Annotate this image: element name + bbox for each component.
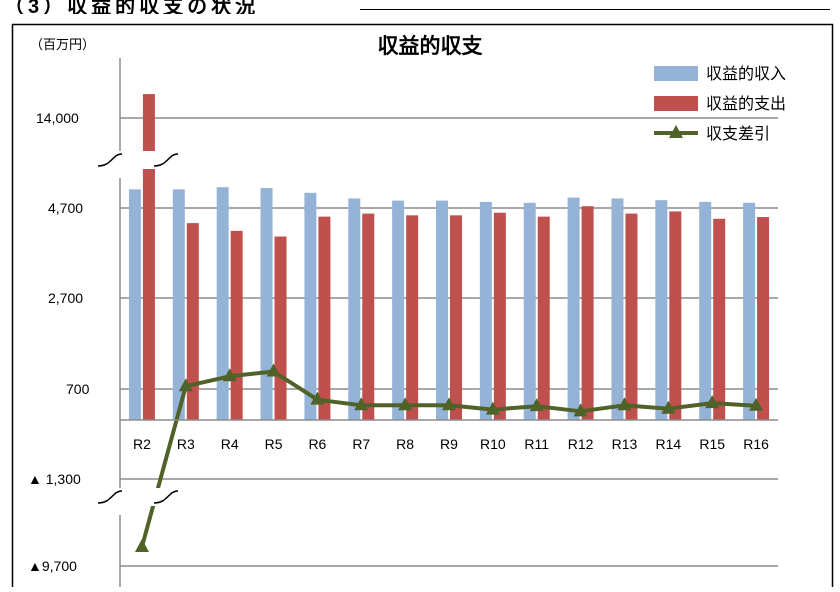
bar-income-R15 — [699, 201, 712, 420]
legend-label-2: 収支差引 — [706, 125, 770, 143]
line-marker-R10 — [485, 401, 500, 415]
bar-expense-R14 — [669, 211, 682, 420]
bar-expense-R2 — [142, 94, 155, 420]
line-marker-R6 — [310, 391, 325, 405]
bar-expense-R6 — [318, 216, 331, 420]
bar-income-R12 — [567, 197, 580, 420]
bar-expense-R11 — [537, 216, 550, 420]
x-tick-label-R13: R13 — [612, 436, 638, 452]
bar-income-R14 — [655, 200, 668, 420]
line-marker-R8 — [398, 397, 413, 411]
legend-label-0: 収益的収入 — [706, 65, 786, 83]
line-marker-R7 — [354, 397, 369, 411]
x-tick-label-R8: R8 — [396, 436, 414, 452]
y-tick-label-2: 2,700 — [48, 290, 83, 306]
line-marker-R4 — [222, 368, 237, 382]
line-layer — [134, 363, 764, 552]
bar-income-R7 — [348, 198, 361, 420]
line-marker-R9 — [442, 397, 456, 411]
x-tick-label-R9: R9 — [440, 436, 458, 452]
bar-income-R6 — [304, 192, 317, 420]
line-marker-R3 — [178, 378, 193, 392]
labels-layer: 14,000 4,700 2,700 700 ▲ 1,300 ▲9,700 （百万円） 収益的… — [28, 34, 769, 574]
x-tick-label-R4: R4 — [221, 436, 239, 452]
chart-frame — [11, 23, 834, 592]
bar-income-R11 — [523, 202, 536, 420]
chart-border — [11, 23, 834, 592]
axis-break-upper-curve — [97, 153, 179, 167]
bar-expense-R9 — [450, 215, 462, 420]
bar-expense-R3 — [186, 223, 199, 420]
x-tick-label-R10: R10 — [480, 436, 506, 452]
axis-break-upper — [97, 151, 179, 169]
line-marker-R12 — [573, 403, 588, 417]
bar-expense-R10 — [493, 212, 506, 420]
bar-income-R5 — [260, 188, 273, 420]
chart-title: 収益的収支 — [378, 34, 484, 58]
unit-label: （百万円） — [30, 37, 95, 52]
line-marker-R11 — [529, 398, 544, 412]
legend-label-1: 収益的支出 — [706, 95, 786, 113]
x-tick-label-R7: R7 — [352, 436, 370, 452]
bars-layer — [128, 94, 770, 420]
legend-swatch-0 — [654, 66, 698, 81]
bar-expense-R7 — [362, 213, 375, 420]
bar-income-R8 — [392, 200, 405, 420]
x-tick-label-R3: R3 — [177, 436, 195, 452]
bar-income-R3 — [172, 189, 185, 420]
header-underline — [360, 9, 830, 10]
header-strip: （3）収益的収支の状況 — [0, 0, 840, 14]
axis-break-lower-gap — [98, 488, 178, 506]
bar-expense-R13 — [625, 213, 638, 420]
axis-break-lower-curve — [97, 490, 179, 504]
bar-expense-R4 — [230, 230, 243, 420]
header-text: （3）収益的収支の状況 — [4, 0, 260, 14]
axis-break-upper-gap — [98, 151, 178, 169]
line-marker-R14 — [661, 400, 676, 414]
x-tick-label-R16: R16 — [743, 436, 769, 452]
x-tick-label-R2: R2 — [133, 436, 151, 452]
grid-lines — [120, 117, 778, 567]
bar-expense-R16 — [757, 217, 770, 420]
bar-income-R4 — [216, 187, 229, 420]
x-tick-label-R6: R6 — [308, 436, 326, 452]
y-tick-label-0: 14,000 — [36, 110, 79, 126]
bar-expense-R15 — [713, 218, 726, 420]
bar-expense-R12 — [581, 206, 594, 420]
y-tick-label-1: 4,700 — [48, 200, 83, 216]
bar-income-R2 — [128, 189, 141, 420]
bar-income-R10 — [479, 201, 492, 420]
x-tick-label-R5: R5 — [265, 436, 283, 452]
line-marker-R2 — [134, 539, 149, 552]
y-tick-label-3: 700 — [66, 381, 90, 397]
x-tick-label-R14: R14 — [655, 436, 681, 452]
legend-marker-2 — [669, 125, 683, 138]
x-tick-label-R15: R15 — [699, 436, 725, 452]
bar-expense-R8 — [406, 215, 419, 420]
bar-income-R9 — [436, 200, 448, 420]
x-tick-label-R12: R12 — [568, 436, 594, 452]
bar-income-R13 — [611, 198, 624, 420]
y-tick-label-4: ▲ 1,300 — [28, 471, 81, 487]
axes-layer — [97, 58, 778, 587]
line-marker-R5 — [266, 363, 281, 377]
bar-income-R16 — [743, 202, 756, 420]
line-marker-R16 — [749, 397, 764, 411]
x-tick-label-R11: R11 — [524, 436, 549, 452]
line-marker-R15 — [705, 395, 720, 409]
axis-break-lower — [97, 488, 179, 506]
bar-expense-R5 — [274, 236, 287, 420]
legend-swatch-1 — [654, 96, 698, 111]
line-marker-R13 — [617, 397, 632, 411]
y-tick-label-5: ▲9,700 — [28, 558, 77, 574]
